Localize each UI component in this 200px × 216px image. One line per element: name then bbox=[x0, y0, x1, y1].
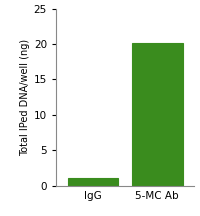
Bar bbox=[132, 43, 182, 186]
Bar bbox=[68, 178, 118, 186]
Y-axis label: Total IPed DNA/well (ng): Total IPed DNA/well (ng) bbox=[20, 39, 30, 156]
